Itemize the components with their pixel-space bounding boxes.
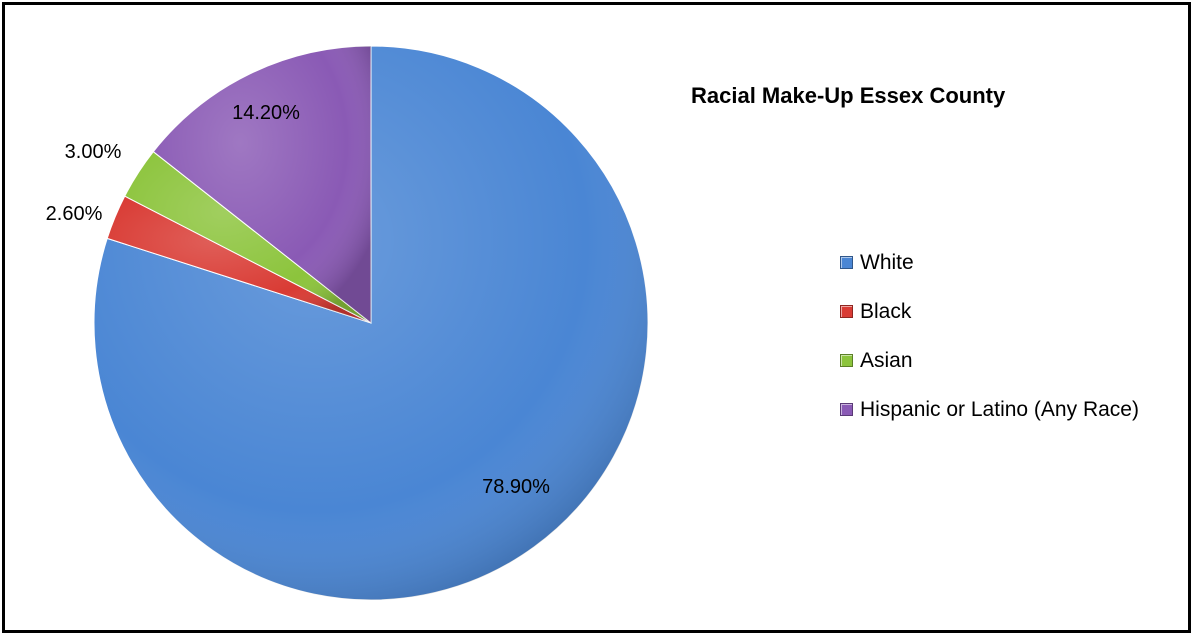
pie-data-labels: 78.90% 2.60% 3.00% 14.20%	[46, 102, 550, 498]
pie-slice-shading	[124, 151, 371, 323]
legend-item: Black	[840, 287, 1139, 336]
pie-slice-shading	[107, 196, 371, 323]
chart-title: Racial Make-Up Essex County	[691, 83, 1006, 108]
legend-label: Asian	[860, 348, 913, 372]
data-label: 78.90%	[482, 476, 550, 498]
legend-label: Black	[860, 299, 912, 323]
legend-swatch	[840, 256, 853, 269]
pie-slices	[93, 45, 649, 601]
chart-legend: White Black Asian Hispanic or Latino (Any R…	[840, 238, 1139, 434]
legend-item: White	[840, 238, 1139, 287]
data-label: 2.60%	[46, 203, 103, 225]
legend-swatch	[840, 354, 853, 367]
data-label: 3.00%	[65, 141, 122, 163]
data-label: 14.20%	[232, 102, 300, 124]
legend-swatch	[840, 305, 853, 318]
legend-item: Asian	[840, 336, 1139, 385]
pie-slice-shading	[153, 46, 371, 323]
legend-label: Hispanic or Latino (Any Race)	[860, 397, 1139, 421]
pie-chart: 78.90% 2.60% 3.00% 14.20%	[46, 45, 649, 601]
legend-label: White	[860, 250, 914, 274]
legend-swatch	[840, 403, 853, 416]
legend-item: Hispanic or Latino (Any Race)	[840, 385, 1139, 434]
